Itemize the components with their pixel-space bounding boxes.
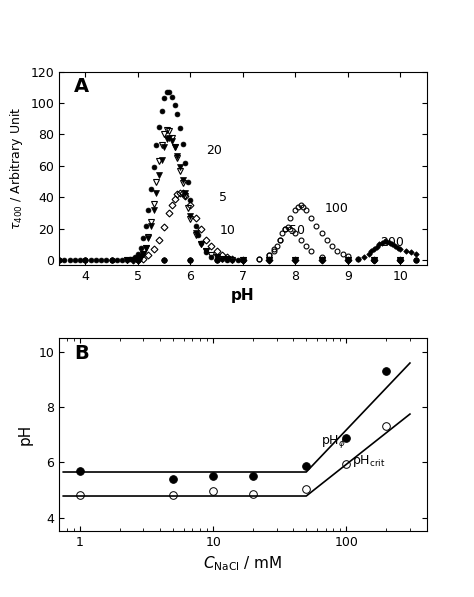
Text: 200: 200 [381,236,404,250]
Text: pH$_\mathrm{crit}$: pH$_\mathrm{crit}$ [352,453,385,469]
Y-axis label: $\tau_{400}$ / Arbitrary Unit: $\tau_{400}$ / Arbitrary Unit [8,107,25,230]
Text: 50: 50 [289,224,305,237]
X-axis label: pH: pH [231,288,255,303]
Text: 20: 20 [206,144,222,156]
Text: A: A [74,78,89,97]
Y-axis label: pH: pH [18,424,33,445]
Text: 5: 5 [219,191,228,204]
X-axis label: $C_\mathrm{NaCl}$ / mM: $C_\mathrm{NaCl}$ / mM [203,555,283,574]
Text: 10: 10 [219,224,235,237]
Text: B: B [74,344,89,363]
Text: 100: 100 [324,202,348,215]
Text: pH$_\phi$: pH$_\phi$ [321,433,346,450]
